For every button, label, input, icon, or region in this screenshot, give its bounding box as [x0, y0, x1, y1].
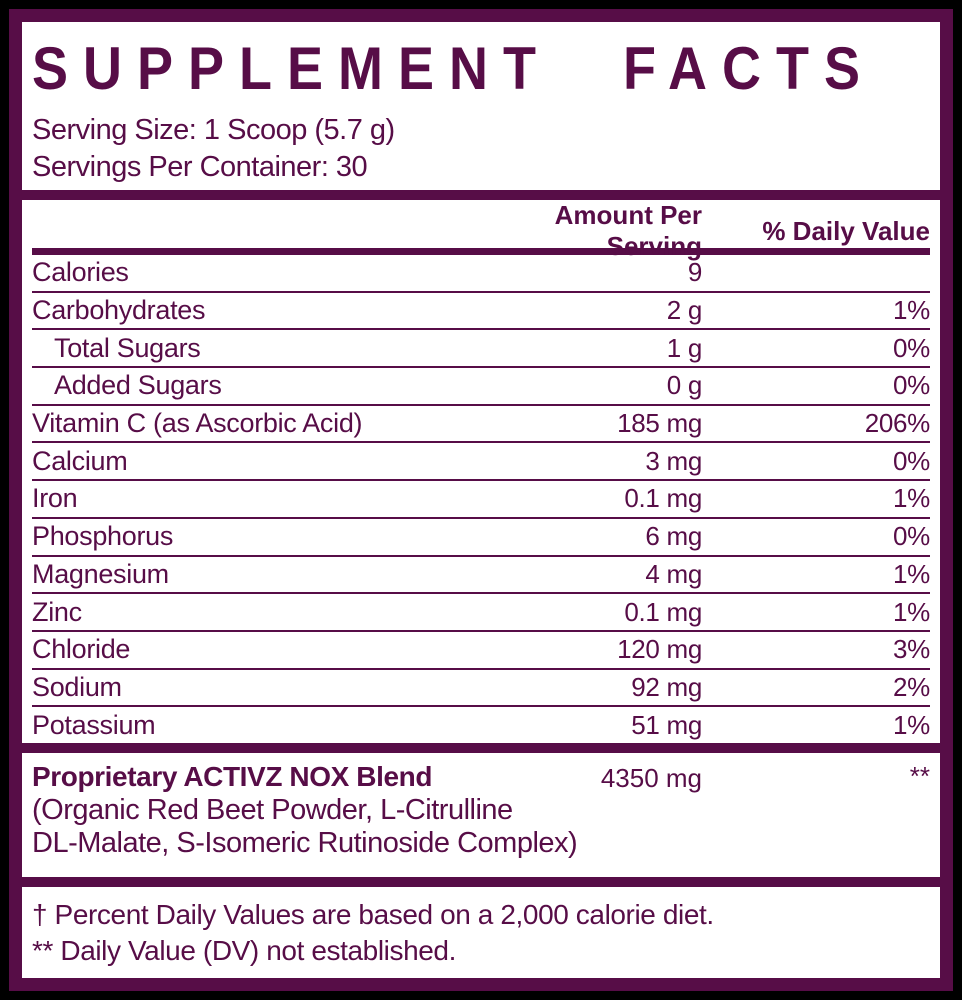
nutrient-amount: 4 mg — [645, 558, 702, 589]
nutrient-dv: 1% — [893, 483, 930, 514]
nutrient-name: Magnesium — [32, 558, 169, 589]
nutrient-amount: 92 mg — [631, 671, 702, 702]
table-row-calories: Calories 9 — [32, 255, 930, 293]
nutrient-name: Chloride — [32, 634, 131, 665]
table-row-zinc: Zinc 0.1 mg 1% — [32, 594, 930, 632]
nutrient-amount: 0 g — [666, 370, 703, 401]
table-row-sodium: Sodium 92 mg 2% — [32, 670, 930, 708]
blend-description-line1: (Organic Red Beet Powder, L-Citrulline — [32, 794, 513, 826]
table-row-iron: Iron 0.1 mg 1% — [32, 481, 930, 519]
nutrient-dv: 0% — [893, 370, 930, 401]
nutrient-table: Amount Per Serving % Daily Value Calorie… — [22, 200, 940, 743]
nutrient-name: Calcium — [32, 445, 128, 476]
blend-dv: ** — [909, 761, 930, 791]
page-title: SUPPLEMENT FACTS — [32, 35, 876, 103]
table-row-total-sugars: Total Sugars 1 g 0% — [32, 330, 930, 369]
footnote-not-established: ** Daily Value (DV) not established. — [32, 935, 456, 966]
proprietary-blend-section: Proprietary ACTIVZ NOX Blend 4350 mg ** … — [22, 753, 940, 877]
nutrient-name: Potassium — [32, 709, 156, 740]
nutrient-amount: 2 g — [666, 295, 703, 326]
column-amount-per-serving: Amount Per Serving — [554, 200, 702, 261]
table-row-phosphorus: Phosphorus 6 mg 0% — [32, 519, 930, 557]
nutrient-name: Added Sugars — [54, 370, 222, 401]
nutrient-name: Calories — [32, 257, 129, 288]
blend-row: Proprietary ACTIVZ NOX Blend 4350 mg ** — [32, 761, 930, 794]
table-row-chloride: Chloride 120 mg 3% — [32, 632, 930, 670]
footnote-daily-value: † Percent Daily Values are based on a 2,… — [32, 899, 714, 930]
nutrient-name: Sodium — [32, 671, 122, 702]
serving-info: Serving Size: 1 Scoop (5.7 g) Servings P… — [32, 112, 930, 186]
nutrient-name: Iron — [32, 483, 78, 514]
supplement-facts-panel: SUPPLEMENT FACTS Serving Size: 1 Scoop (… — [9, 9, 953, 991]
nutrient-amount: 3 mg — [645, 445, 702, 476]
serving-size: Serving Size: 1 Scoop (5.7 g) — [32, 114, 395, 146]
blend-amount: 4350 mg — [600, 763, 702, 793]
nutrient-amount: 9 — [687, 257, 702, 288]
nutrient-name: Phosphorus — [32, 521, 174, 552]
servings-per-container: Servings Per Container: 30 — [32, 151, 368, 183]
nutrient-name: Carbohydrates — [32, 295, 206, 326]
nutrient-dv: 3% — [893, 634, 930, 665]
table-row-added-sugars: Added Sugars 0 g 0% — [32, 368, 930, 406]
nutrient-dv: 206% — [864, 408, 931, 439]
nutrient-amount: 6 mg — [645, 521, 702, 552]
table-row-carbohydrates: Carbohydrates 2 g 1% — [32, 293, 930, 331]
nutrient-amount: 0.1 mg — [624, 483, 702, 514]
nutrient-dv: 1% — [893, 709, 930, 740]
nutrient-name: Zinc — [32, 596, 82, 627]
nutrient-amount: 1 g — [666, 332, 703, 363]
table-row-potassium: Potassium 51 mg 1% — [32, 707, 930, 743]
footnotes-section: † Percent Daily Values are based on a 2,… — [22, 887, 940, 978]
nutrient-dv: 0% — [893, 445, 930, 476]
table-row-calcium: Calcium 3 mg 0% — [32, 443, 930, 482]
nutrient-amount: 120 mg — [617, 634, 702, 665]
blend-name: Proprietary ACTIVZ NOX Blend — [32, 761, 433, 792]
nutrient-name: Total Sugars — [54, 332, 201, 363]
nutrient-dv: 1% — [893, 558, 930, 589]
header-section: SUPPLEMENT FACTS Serving Size: 1 Scoop (… — [22, 22, 940, 190]
nutrient-amount: 185 mg — [617, 408, 702, 439]
nutrient-amount: 0.1 mg — [624, 596, 702, 627]
nutrient-dv: 2% — [893, 671, 930, 702]
column-daily-value: % Daily Value — [762, 215, 930, 246]
nutrient-dv: 1% — [893, 596, 930, 627]
nutrient-dv: 0% — [893, 332, 930, 363]
nutrient-dv: 1% — [893, 295, 930, 326]
table-column-header: Amount Per Serving % Daily Value — [32, 200, 930, 261]
nutrient-amount: 51 mg — [631, 709, 702, 740]
table-row-magnesium: Magnesium 4 mg 1% — [32, 557, 930, 595]
nutrient-dv: 0% — [893, 521, 930, 552]
blend-description-line2: DL-Malate, S-Isomeric Rutinoside Complex… — [32, 827, 578, 859]
table-row-vitamin-c: Vitamin C (as Ascorbic Acid) 185 mg 206% — [32, 406, 930, 444]
nutrient-name: Vitamin C (as Ascorbic Acid) — [32, 408, 363, 439]
